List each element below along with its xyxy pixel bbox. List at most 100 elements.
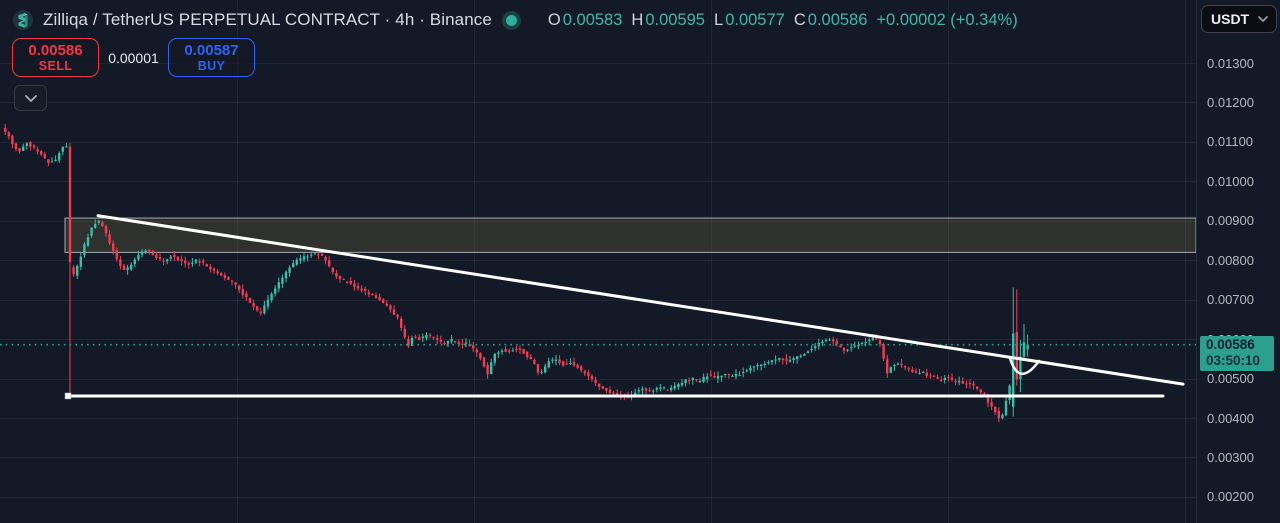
collapse-widget-button[interactable] — [14, 85, 47, 111]
candle-body — [256, 306, 259, 311]
candle-body — [662, 387, 666, 389]
candle-body — [990, 402, 993, 407]
candle-body — [932, 375, 936, 377]
price-tick-label: 0.00500 — [1207, 371, 1254, 387]
candle-body — [4, 127, 7, 132]
sell-button[interactable]: 0.00586 SELL — [12, 38, 99, 77]
ohlc-close-value: 0.00586 — [807, 10, 868, 29]
candle-body — [295, 259, 298, 265]
candle-body — [403, 328, 406, 338]
candle-body — [598, 383, 601, 387]
candle-body — [954, 381, 957, 383]
candle-body — [814, 346, 817, 348]
candle-body — [698, 380, 702, 382]
candle-body — [209, 266, 212, 270]
candle-body — [212, 268, 216, 271]
candle-body — [454, 341, 457, 343]
candle-body — [241, 289, 244, 295]
candle-body — [878, 340, 882, 345]
candle-body — [259, 311, 262, 314]
candle-body — [792, 358, 795, 361]
candle-body — [565, 363, 568, 365]
candle-body — [688, 380, 691, 382]
candle-body — [284, 271, 288, 279]
candle-body — [774, 359, 777, 361]
candle-body — [155, 254, 158, 259]
candle-body — [468, 344, 471, 347]
candle-body — [540, 371, 543, 373]
candle-body — [418, 337, 421, 341]
candle-body — [482, 357, 486, 367]
candle-body — [889, 367, 892, 373]
candle-body — [666, 389, 669, 391]
candle-body — [936, 377, 939, 379]
candle-body — [1022, 342, 1026, 357]
candle-body — [313, 253, 316, 255]
candle-body — [79, 256, 82, 267]
candle-body — [508, 350, 511, 352]
candle-body — [191, 262, 194, 264]
candle-body — [760, 364, 763, 367]
candle-body — [695, 379, 698, 381]
price-chart-canvas[interactable] — [0, 0, 1196, 523]
candle-body — [745, 370, 748, 372]
candle-body — [238, 285, 241, 290]
candle-body — [472, 345, 475, 349]
candle-body — [850, 346, 853, 348]
candle-body — [893, 365, 896, 367]
candle-body — [428, 335, 432, 337]
candle-body — [515, 349, 518, 351]
candle-body — [569, 362, 572, 364]
price-tick-label: 0.01200 — [1207, 94, 1254, 110]
candle-body — [464, 342, 468, 344]
candle-body — [234, 282, 237, 285]
buy-button[interactable]: 0.00587 BUY — [168, 38, 255, 77]
candle-body — [457, 342, 460, 345]
candle-body — [504, 349, 507, 352]
candle-body — [763, 363, 766, 366]
candle-body — [526, 351, 529, 358]
candle-body — [32, 145, 36, 148]
candle-body — [205, 264, 208, 267]
candle-body — [389, 305, 392, 310]
buy-sell-widget: 0.00586 SELL 0.00001 0.00587 BUY — [12, 38, 255, 77]
candle-body — [950, 377, 954, 380]
candle-body — [972, 383, 975, 386]
candle-body — [493, 354, 496, 363]
support-line-handle — [64, 392, 72, 400]
candle-body — [803, 354, 806, 356]
candle-body — [576, 364, 579, 368]
candle-body — [184, 260, 187, 264]
candle-body — [299, 258, 302, 261]
candle-body — [29, 142, 32, 147]
candle-body — [940, 379, 943, 381]
price-tick-label: 0.00400 — [1207, 410, 1254, 426]
candle-body — [655, 387, 658, 390]
price-axis[interactable]: USDT 0.01300 0.01200 0.01100 0.01000 0.00900… — [1196, 0, 1280, 523]
candle-body — [770, 360, 774, 363]
candle-body — [608, 389, 612, 393]
candle-body — [641, 388, 644, 391]
currency-selector-button[interactable]: USDT — [1201, 5, 1277, 33]
candle-body — [36, 149, 39, 152]
current-price-label[interactable]: 0.00586 03:50:10 — [1200, 335, 1274, 371]
symbol-title[interactable]: Zilliqa / TetherUS PERPETUAL CONTRACT · … — [43, 10, 492, 29]
candle-body — [580, 366, 583, 371]
candle-body — [281, 277, 284, 284]
candle-body — [716, 375, 720, 379]
candle-body — [864, 342, 867, 344]
candle-body — [720, 375, 723, 378]
candle-body — [400, 318, 403, 328]
candle-body — [61, 146, 64, 152]
candle-body — [659, 387, 662, 389]
candle-body — [360, 288, 363, 291]
candle-body — [130, 264, 133, 270]
candle-body — [382, 299, 385, 304]
candle-body — [544, 366, 547, 373]
candle-body — [644, 388, 648, 391]
candle-body — [140, 251, 144, 255]
candle-body — [425, 334, 428, 339]
price-tick-label: 0.00700 — [1207, 292, 1254, 308]
candle-body — [396, 314, 399, 318]
candle-body — [976, 386, 979, 389]
